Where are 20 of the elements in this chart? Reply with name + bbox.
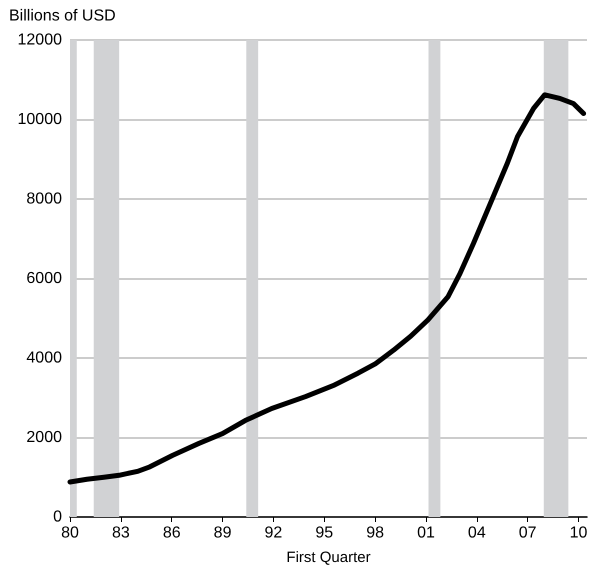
x-tick-label: 83 — [112, 524, 130, 542]
x-tick-label: 98 — [366, 524, 384, 542]
y-tick-label: 4000 — [26, 350, 62, 366]
x-tick-label: 10 — [570, 524, 588, 542]
x-tick-label: 80 — [61, 524, 79, 542]
x-axis-title: First Quarter — [286, 549, 371, 566]
y-tick-label: 10000 — [18, 111, 62, 128]
x-tick-label: 89 — [214, 524, 232, 542]
x-tick-label: 95 — [315, 524, 334, 542]
x-tick-label: 01 — [417, 524, 435, 542]
y-tick-label: 8000 — [26, 190, 62, 208]
x-tick-label: 04 — [468, 524, 486, 542]
y-axis-title: Billions of USD — [9, 8, 116, 24]
x-tick-label: 07 — [518, 524, 537, 542]
y-tick-label: 12000 — [18, 32, 62, 48]
x-tick-label: 92 — [264, 524, 282, 542]
y-tick-label: 6000 — [26, 270, 62, 287]
y-tick-label: 0 — [53, 508, 62, 526]
x-tick-label: 86 — [162, 524, 181, 542]
y-tick-label: 2000 — [26, 429, 62, 446]
